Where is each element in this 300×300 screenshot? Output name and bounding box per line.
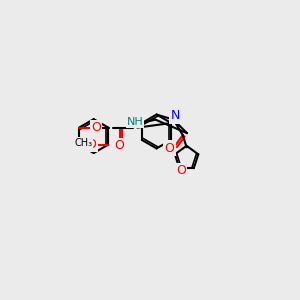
Text: NH: NH <box>127 117 143 127</box>
Text: O: O <box>176 164 186 177</box>
Text: O: O <box>91 121 101 134</box>
Text: O: O <box>115 139 124 152</box>
Text: O: O <box>165 142 175 154</box>
Text: N: N <box>170 109 180 122</box>
Text: O: O <box>87 138 97 151</box>
Text: CH₃: CH₃ <box>74 138 92 148</box>
